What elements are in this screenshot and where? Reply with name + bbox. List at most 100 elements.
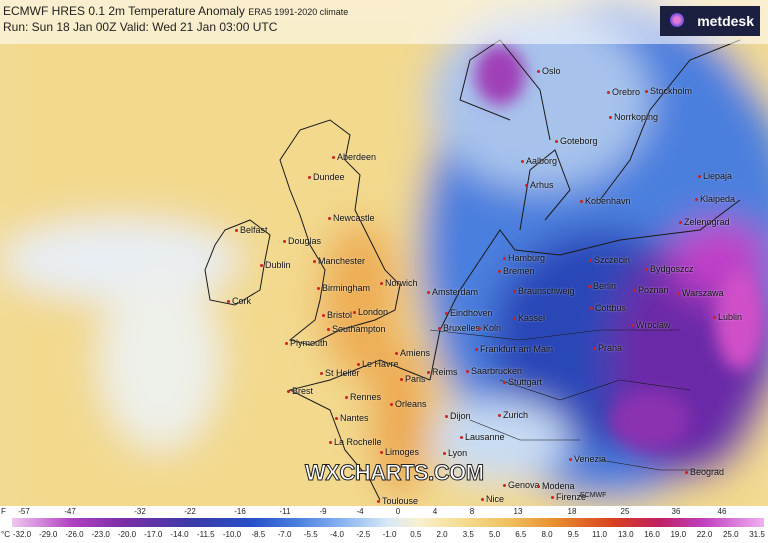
city-label: Dijon [445,411,471,421]
city-label: Paris [400,374,426,384]
city-label: Stockholm [644,86,693,96]
c-tick-label: -26.0 [65,530,84,539]
city-label: Venezia [568,454,607,464]
f-tick-label: -9 [319,507,327,516]
city-label: Szczecin [588,255,631,265]
c-tick-label: -11.5 [196,530,215,539]
city-label: Birmingham [316,283,371,293]
title-text: ECMWF HRES 0.1 2m Temperature Anomaly [3,4,245,18]
city-label: Eindhoven [445,308,493,318]
city-label: Poznan [633,285,669,295]
watermark: WXCHARTS.COM [305,460,485,486]
c-tick-label: 31.5 [749,530,765,539]
c-tick-label: 3.5 [462,530,474,539]
city-label: Hamburg [502,253,546,263]
city-label: Modena [537,481,575,491]
f-tick-label: 4 [432,507,438,516]
city-label: Cork [226,296,252,306]
city-label: Norwich [380,278,418,288]
c-tick-label: -4.0 [330,530,344,539]
city-label: London [352,307,389,317]
city-label: Douglas [282,236,322,246]
c-tick-label: 0.5 [410,530,422,539]
c-tick-label: -29.0 [39,530,58,539]
f-tick-label: -57 [18,507,30,516]
city-label: Genova [503,480,540,490]
city-label: Orleans [390,399,427,409]
f-tick-label: 46 [717,507,727,516]
city-label: Manchester [312,256,366,266]
city-label: St Helier [320,368,360,378]
c-tick-label: -8.5 [251,530,266,539]
city-label: Bremen [498,266,535,276]
city-label: Reims [427,367,458,377]
c-tick-label: 11.0 [592,530,607,539]
f-tick-label: -11 [279,507,291,516]
city-label: Dundee [308,172,345,182]
city-label: Saarbrucken [465,366,523,376]
city-label: Bydgoszcz [645,264,694,274]
run-text: Run: Sun 18 Jan 00Z Valid: Wed 21 Jan 03… [3,20,278,34]
c-tick-label: 6.5 [515,530,527,539]
colorbar: F °C -57 -47 -32 -22 -16 -11 -9 -4 0 4 8 13 18 25 36 46… [0,506,768,543]
city-label: Newcastle [328,213,375,223]
f-tick-label: -32 [134,507,146,516]
c-tick-label: 13.0 [617,530,634,539]
c-tick-label: -32.0 [12,530,32,539]
city-label: Beograd [684,467,725,477]
city-label: Amsterdam [426,287,479,297]
logo: metdesk [660,6,760,36]
c-tick-label: -7.0 [277,530,292,539]
city-label: Le Havre [357,359,399,369]
city-label: Dublin [260,260,291,270]
ecmwf-logo: ECMWF [580,492,607,499]
city-label: Toulouse [376,496,419,506]
city-label: Oslo [537,66,561,76]
c-tick-label: 16.0 [644,530,660,539]
city-label: Klaipeda [694,194,736,204]
f-tick-label: -22 [184,507,196,516]
city-label: Braunschweig [513,286,575,296]
f-tick-label: 8 [469,507,475,516]
c-tick-label: 25.0 [722,530,739,539]
city-label: Rennes [344,392,382,402]
city-label: Wroclaw [630,320,671,330]
city-label: Norrkoping [608,112,659,122]
city-label: Orebro [606,87,641,97]
color-strip [12,518,764,527]
city-label: Goteborg [555,136,598,146]
c-tick-label: 19.0 [670,530,687,539]
city-label: Berlin [587,281,617,291]
city-label: Firenze [550,492,587,502]
f-tick-label: -47 [64,507,76,516]
c-tick-label: -5.5 [303,530,318,539]
city-label: Lublin [712,312,743,322]
c-tick-label: -23.0 [91,530,110,539]
f-tick-label: 25 [620,507,630,516]
city-label: Stuttgart [502,377,543,387]
city-label: Aalborg [520,156,558,166]
city-label: Bristol [321,310,353,320]
city-label: Lyon [442,448,468,458]
city-label: Amiens [394,348,431,358]
city-label: Plymouth [285,338,328,348]
climate-text: ERA5 1991-2020 climate [248,7,349,17]
city-label: Belfast [235,225,268,235]
city-label: Cottbus [589,303,627,313]
city-label: Arhus [525,180,554,190]
city-label: Nice [480,494,505,504]
city-label: Koln [477,323,502,333]
c-tick-label: -10.0 [222,530,242,539]
city-label: Aberdeen [331,152,377,162]
city-label: La Rochelle [329,437,382,447]
f-tick-label: -16 [234,507,246,516]
city-label: Praha [592,343,623,353]
c-tick-label: -17.0 [144,530,163,539]
header-band: ECMWF HRES 0.1 2m Temperature Anomaly ER… [0,0,768,44]
f-tick-label: 36 [671,507,681,516]
city-label: Zurich [497,410,529,420]
c-tick-label: 8.0 [541,530,553,539]
c-tick-label: 9.5 [567,530,579,539]
